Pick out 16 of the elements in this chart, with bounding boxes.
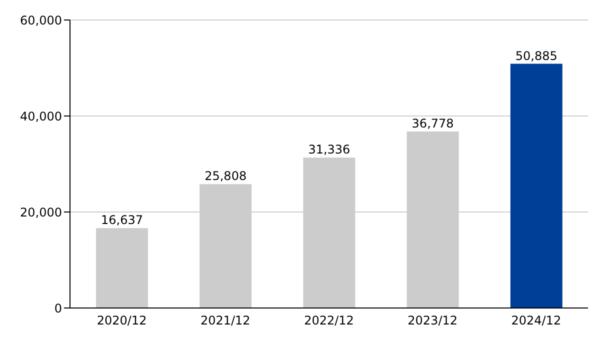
y-tick-label: 40,000 — [20, 109, 62, 124]
x-tick-label: 2023/12 — [408, 314, 458, 328]
y-tick-label: 20,000 — [20, 205, 62, 220]
data-label: 50,885 — [515, 48, 558, 63]
data-label: 36,778 — [412, 116, 454, 130]
bar — [510, 64, 562, 308]
y-tick-label: 0 — [54, 301, 62, 316]
data-label: 31,336 — [308, 142, 350, 157]
x-tick-label: 2024/12 — [511, 314, 562, 328]
bar — [96, 228, 148, 308]
x-tick-label: 2020/12 — [96, 314, 147, 328]
x-tick-label: 2022/12 — [304, 314, 354, 328]
data-label: 16,637 — [101, 213, 143, 228]
y-tick-label: 60,000 — [20, 13, 62, 28]
data-label: 25,808 — [204, 169, 247, 184]
x-tick-label: 2021/12 — [200, 314, 250, 328]
